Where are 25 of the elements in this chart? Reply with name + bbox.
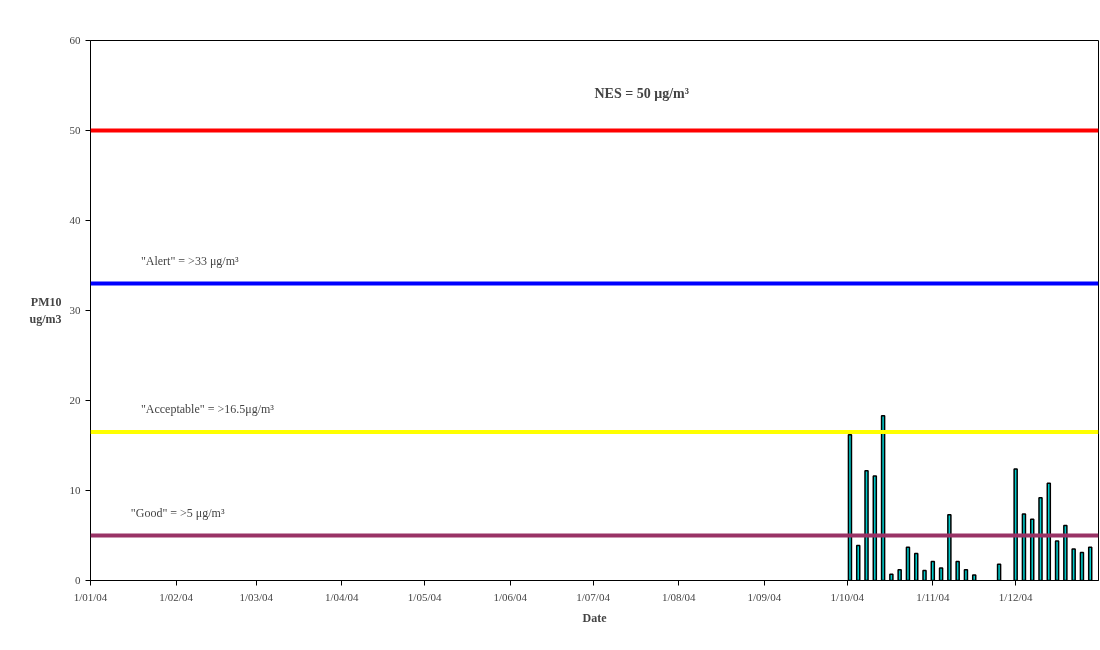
x-tick-label: 1/06/04 [493, 590, 528, 603]
x-tick-label: 1/11/04 [916, 590, 950, 603]
x-tick-label: 1/07/04 [576, 590, 611, 603]
x-tick-label: 1/10/04 [830, 590, 865, 603]
ref-line-label: "Alert" = >33 μg/m³ [140, 253, 239, 268]
x-tick-label: 1/08/04 [661, 590, 697, 603]
y-tick-label: 20 [69, 394, 81, 406]
y-tick-label: 50 [69, 124, 81, 136]
x-axis-title: Date [582, 610, 608, 625]
y-tick-label: 60 [69, 34, 81, 46]
x-tick-label: 1/02/04 [159, 590, 194, 603]
ref-line-label: "Acceptable" = >16.5μg/m³ [140, 402, 275, 416]
x-tick-label: 1/09/04 [747, 590, 782, 603]
x-tick-label: 1/04/04 [325, 590, 360, 603]
y-tick-label: 30 [69, 304, 81, 316]
y-tick-label: 0 [75, 574, 81, 586]
ref-line-label: NES = 50 μg/m³ [594, 85, 689, 101]
y-axis-title: PM10 ug/m3 [29, 295, 62, 326]
ref-line-label: "Good" = >5 μg/m³ [130, 505, 225, 520]
y-tick-label: 10 [69, 484, 81, 496]
x-tick-label: 1/03/04 [239, 590, 274, 603]
x-tick-label: 1/05/04 [407, 590, 442, 603]
x-tick-label: 1/01/04 [73, 590, 108, 603]
x-tick-label: 1/12/04 [998, 590, 1033, 603]
y-tick-label: 40 [69, 214, 81, 226]
